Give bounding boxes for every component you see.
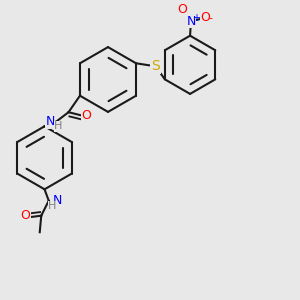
Text: O: O xyxy=(177,3,187,16)
Text: O: O xyxy=(200,11,210,24)
Text: H: H xyxy=(48,201,56,211)
Text: S: S xyxy=(151,59,160,73)
Text: +: + xyxy=(192,13,200,23)
Text: O: O xyxy=(82,109,92,122)
Text: -: - xyxy=(209,13,213,23)
Text: N: N xyxy=(52,194,62,207)
Text: N: N xyxy=(45,115,55,128)
Text: N: N xyxy=(186,15,196,28)
Text: H: H xyxy=(54,121,62,131)
Text: O: O xyxy=(21,209,31,222)
